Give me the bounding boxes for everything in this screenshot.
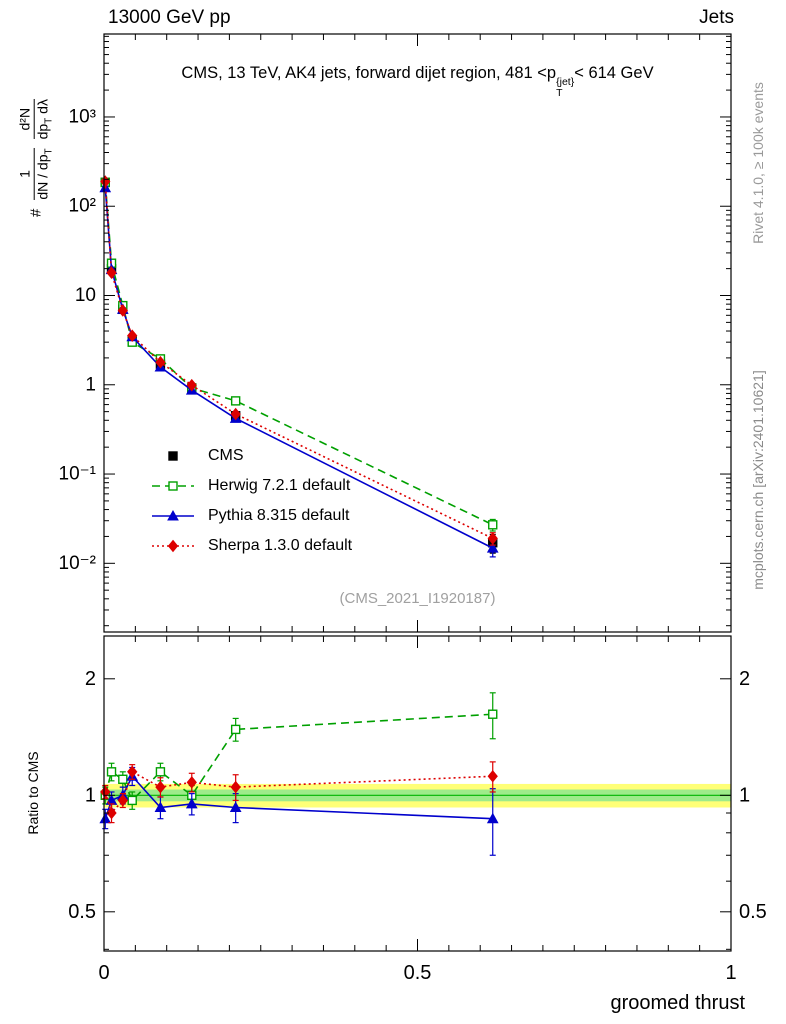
x-ticks: [103, 636, 732, 951]
legend-marker-sherpa-1-3-0-default: [152, 539, 194, 553]
ylabel-frac1-numerator: 1: [16, 148, 35, 200]
plot-title-superscript: {jet}: [556, 76, 575, 88]
ratio-y-axis-label: Ratio to CMS: [25, 751, 41, 835]
axis-labels: 10³ 10² 10 1 10⁻¹ 10⁻² 2 2 1 1 0.5 0.5 0 0.5 1 groomed …: [59, 106, 767, 1014]
main-ytick-label: 1: [85, 374, 96, 395]
main-y-axis-label: # 1 dN / dpT d²N dpT dλ: [16, 99, 56, 217]
analysis-id-watermark: (CMS_2021_I1920187): [339, 590, 496, 607]
series-sherpa-1-3-0-default-main: [100, 175, 498, 546]
series-sherpa-1-3-0-default-ratio: [100, 761, 498, 824]
legend-item-cms: CMS: [150, 447, 352, 465]
ylabel-frac1-denominator: dN / dpT: [35, 148, 56, 199]
plot-title: CMS, 13 TeV, AK4 jets, forward dijet reg…: [104, 64, 731, 98]
y-ticks: [104, 35, 731, 627]
ylabel-frac2-denominator: dpT dλ: [35, 99, 56, 139]
x-ticks: [103, 34, 732, 632]
ratio-ytick-label-right: 2: [739, 668, 750, 690]
ylabel-frac2-den-tail: dλ: [34, 99, 51, 118]
series-pythia-8-315-default-ratio: [99, 766, 499, 856]
legend-item-pythia-8-315-default: Pythia 8.315 default: [150, 507, 352, 525]
ratio-ytick-label-right: 0.5: [739, 901, 767, 923]
ratio-panel: [99, 635, 732, 952]
plot-title-subscript: T: [556, 86, 563, 99]
main-ytick-label: 10³: [69, 106, 96, 127]
xtick-label: 0.5: [404, 962, 432, 984]
legend-marker-cms: [168, 451, 178, 461]
x-axis-title: groomed thrust: [610, 992, 745, 1014]
ylabel-frac1-den-text: dN / dp: [34, 154, 51, 200]
analysis-category-label: Jets: [699, 7, 734, 28]
legend-label: Pythia 8.315 default: [208, 507, 350, 524]
plot-title-suffix: < 614 GeV: [574, 64, 654, 82]
legend-item-herwig-7-2-1-default: Herwig 7.2.1 default: [150, 477, 352, 495]
ylabel-hash: #: [27, 208, 45, 217]
xtick-label: 0: [98, 962, 109, 984]
legend-label: Herwig 7.2.1 default: [208, 477, 351, 494]
pt-jet-supsub: {jet} T: [556, 77, 574, 98]
main-ytick-label: 10: [75, 285, 96, 306]
ratio-ytick-label-right: 1: [739, 784, 750, 806]
ylabel-frac1-den-sub: T: [43, 148, 55, 155]
ylabel-fraction-2: d²N dpT dλ: [16, 99, 56, 140]
ylabel-frac2-den-text: dp: [34, 123, 51, 140]
xtick-label: 1: [725, 962, 736, 984]
main-ytick-label: 10⁻²: [59, 553, 97, 574]
legend-item-sherpa-1-3-0-default: Sherpa 1.3.0 default: [150, 537, 352, 555]
ratio-ytick-label-left: 0.5: [68, 901, 96, 923]
legend-label: CMS: [208, 447, 244, 464]
ylabel-frac2-numerator: d²N: [16, 99, 35, 140]
ylabel-frac2-den-sub: T: [43, 117, 55, 124]
main-ytick-label: 10⁻¹: [59, 464, 97, 485]
legend-label: Sherpa 1.3.0 default: [208, 537, 353, 554]
legend-marker-pythia-8-315-default: [152, 509, 194, 521]
legend-marker-herwig-7-2-1-default: [152, 481, 194, 491]
ylabel-fraction-1: 1 dN / dpT: [16, 148, 56, 200]
beam-energy-label: 13000 GeV pp: [108, 7, 231, 28]
ratio-ytick-label-left: 2: [85, 668, 96, 690]
y-ticks: [104, 678, 731, 950]
legend: CMS Herwig 7.2.1 default Pythia 8.315 defa…: [150, 447, 352, 555]
main-panel: [99, 33, 732, 633]
plot-title-prefix: CMS, 13 TeV, AK4 jets, forward dijet reg…: [181, 64, 557, 82]
rivet-version-note: Rivet 4.1.0, ≥ 100k events: [750, 82, 766, 244]
main-ytick-label: 10²: [69, 196, 96, 217]
mcplots-arxiv-note: mcplots.cern.ch [arXiv:2401.10621]: [750, 370, 766, 590]
ratio-ytick-label-left: 1: [85, 784, 96, 806]
